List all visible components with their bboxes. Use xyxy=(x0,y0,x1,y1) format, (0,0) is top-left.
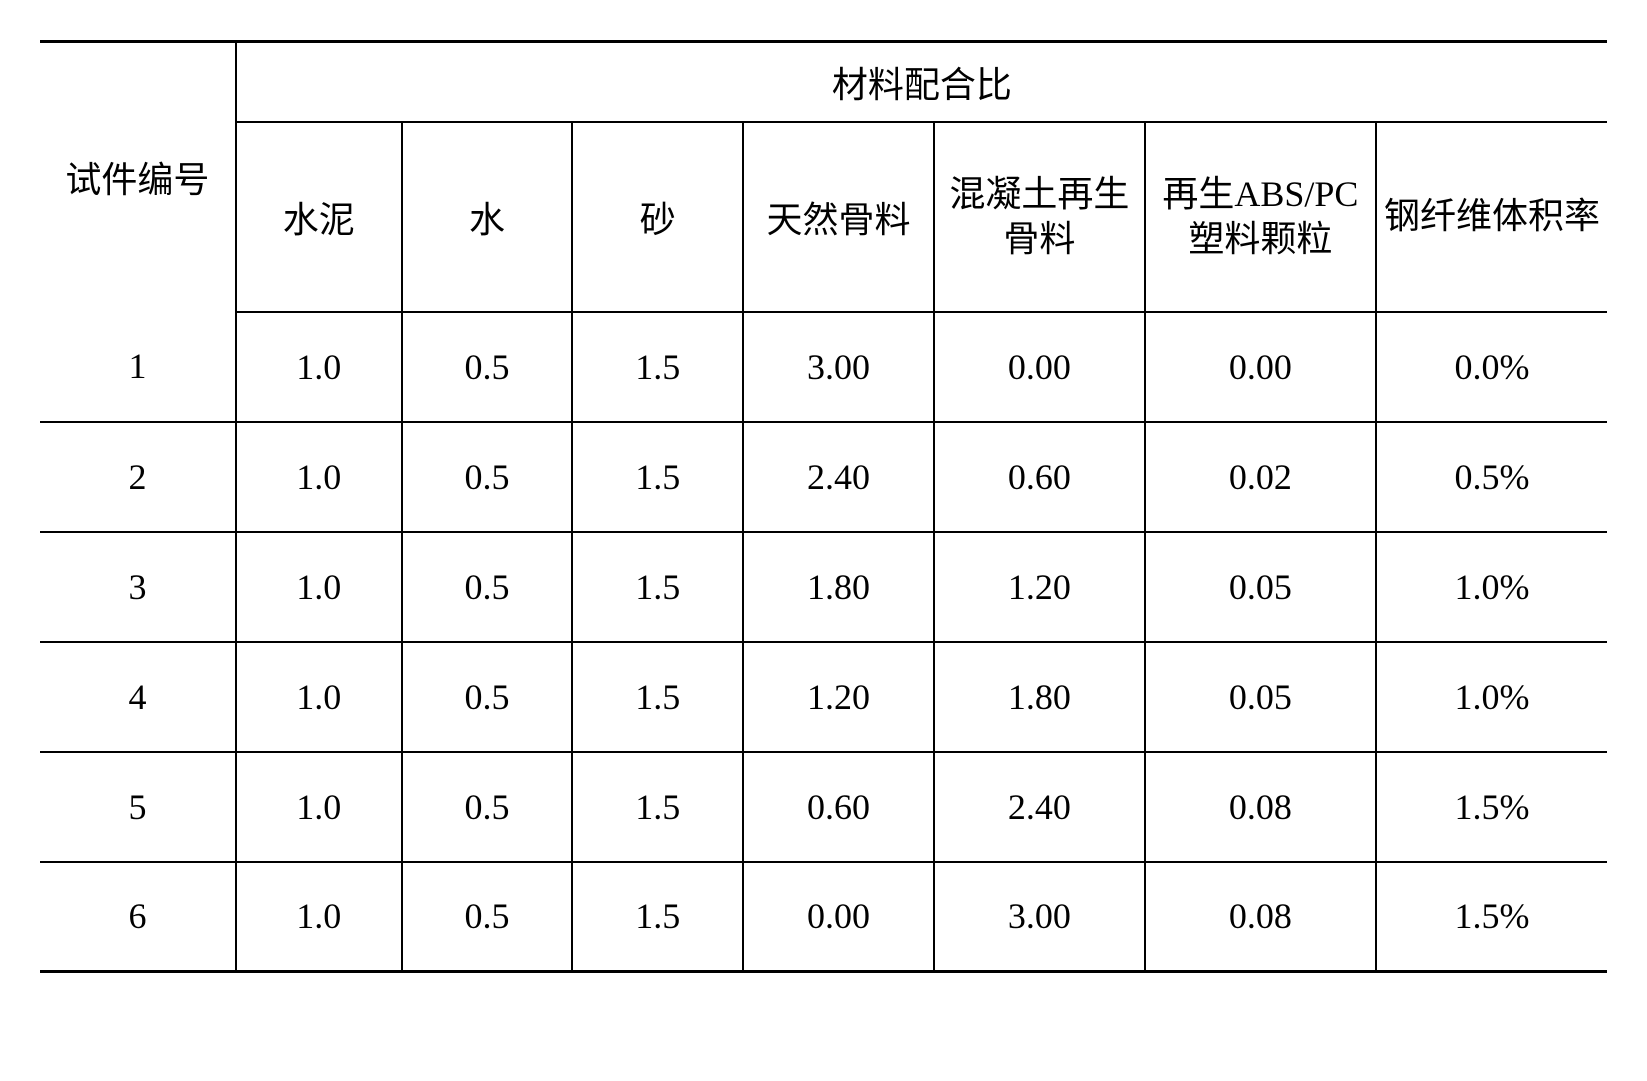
cell: 0.5 xyxy=(402,312,573,422)
header-col-steel-fiber-ratio-text: 钢纤维体积率 xyxy=(1384,196,1600,236)
cell-id: 5 xyxy=(40,752,236,862)
cell: 1.0% xyxy=(1376,532,1607,642)
cell: 0.00 xyxy=(934,312,1145,422)
table-row: 2 1.0 0.5 1.5 2.40 0.60 0.02 0.5% xyxy=(40,422,1607,532)
cell: 1.5 xyxy=(572,642,743,752)
cell: 0.02 xyxy=(1145,422,1376,532)
cell: 1.0 xyxy=(236,312,402,422)
cell: 3.00 xyxy=(934,862,1145,972)
cell: 1.0 xyxy=(236,422,402,532)
cell: 1.0 xyxy=(236,532,402,642)
cell: 0.05 xyxy=(1145,642,1376,752)
cell-id: 6 xyxy=(40,862,236,972)
cell: 1.5 xyxy=(572,532,743,642)
table-row: 5 1.0 0.5 1.5 0.60 2.40 0.08 1.5% xyxy=(40,752,1607,862)
cell: 1.0 xyxy=(236,752,402,862)
cell: 0.5% xyxy=(1376,422,1607,532)
header-col-water: 水 xyxy=(402,122,573,312)
cell: 0.5 xyxy=(402,752,573,862)
table-row: 3 1.0 0.5 1.5 1.80 1.20 0.05 1.0% xyxy=(40,532,1607,642)
cell: 1.0 xyxy=(236,862,402,972)
header-col-recycled-concrete-aggregate-text: 混凝土再生骨料 xyxy=(949,174,1129,259)
table-row: 1 1.0 0.5 1.5 3.00 0.00 0.00 0.0% xyxy=(40,312,1607,422)
header-group-label: 材料配合比 xyxy=(236,42,1607,122)
cell: 0.08 xyxy=(1145,752,1376,862)
header-col-steel-fiber-ratio: 钢纤维体积率 xyxy=(1376,122,1607,312)
cell: 0.60 xyxy=(743,752,934,862)
header-col-sand: 砂 xyxy=(572,122,743,312)
cell: 1.0 xyxy=(236,642,402,752)
table-row: 4 1.0 0.5 1.5 1.20 1.80 0.05 1.0% xyxy=(40,642,1607,752)
cell: 1.5 xyxy=(572,312,743,422)
cell: 2.40 xyxy=(934,752,1145,862)
cell: 0.00 xyxy=(1145,312,1376,422)
cell-id: 2 xyxy=(40,422,236,532)
cell-id: 4 xyxy=(40,642,236,752)
header-col-recycled-concrete-aggregate: 混凝土再生骨料 xyxy=(934,122,1145,312)
cell: 0.60 xyxy=(934,422,1145,532)
cell: 3.00 xyxy=(743,312,934,422)
cell: 0.05 xyxy=(1145,532,1376,642)
header-col-natural-aggregate: 天然骨料 xyxy=(743,122,934,312)
cell: 0.5 xyxy=(402,422,573,532)
header-row-label: 试件编号 xyxy=(40,42,236,312)
cell: 1.5 xyxy=(572,422,743,532)
table-row: 6 1.0 0.5 1.5 0.00 3.00 0.08 1.5% xyxy=(40,862,1607,972)
header-col-recycled-abs-pc-text: 再生ABS/PC 塑料颗粒 xyxy=(1162,174,1358,259)
mix-ratio-table: 试件编号 材料配合比 水泥 水 砂 天然骨料 混凝土再生骨料 再生ABS/PC … xyxy=(40,40,1607,973)
table-body: 1 1.0 0.5 1.5 3.00 0.00 0.00 0.0% 2 1.0 … xyxy=(40,312,1607,972)
table-header: 试件编号 材料配合比 水泥 水 砂 天然骨料 混凝土再生骨料 再生ABS/PC … xyxy=(40,42,1607,312)
cell-id: 1 xyxy=(40,312,236,422)
cell: 0.08 xyxy=(1145,862,1376,972)
cell: 0.5 xyxy=(402,642,573,752)
cell: 1.5% xyxy=(1376,862,1607,972)
header-col-recycled-abs-pc: 再生ABS/PC 塑料颗粒 xyxy=(1145,122,1376,312)
cell: 1.5% xyxy=(1376,752,1607,862)
cell: 1.80 xyxy=(743,532,934,642)
mix-ratio-table-container: 试件编号 材料配合比 水泥 水 砂 天然骨料 混凝土再生骨料 再生ABS/PC … xyxy=(40,40,1607,973)
cell: 1.5 xyxy=(572,752,743,862)
cell: 1.80 xyxy=(934,642,1145,752)
cell: 1.0% xyxy=(1376,642,1607,752)
cell: 0.5 xyxy=(402,862,573,972)
cell: 0.0% xyxy=(1376,312,1607,422)
cell: 1.5 xyxy=(572,862,743,972)
cell: 1.20 xyxy=(743,642,934,752)
header-col-cement: 水泥 xyxy=(236,122,402,312)
cell: 2.40 xyxy=(743,422,934,532)
cell-id: 3 xyxy=(40,532,236,642)
cell: 0.5 xyxy=(402,532,573,642)
cell: 1.20 xyxy=(934,532,1145,642)
cell: 0.00 xyxy=(743,862,934,972)
